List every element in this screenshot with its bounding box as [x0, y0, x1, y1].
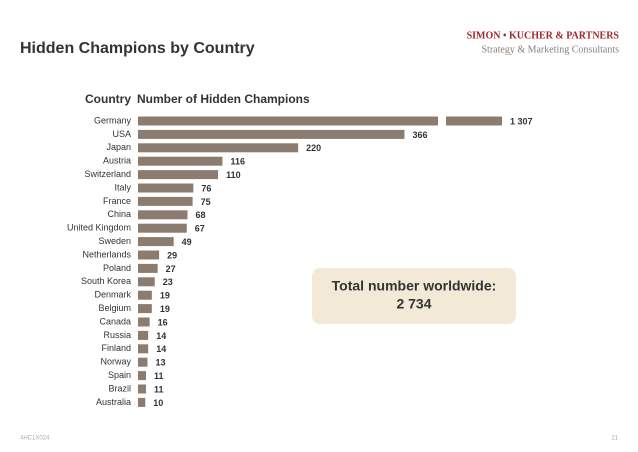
value-label: 75	[201, 197, 211, 207]
category-label: Netherlands	[82, 249, 131, 259]
value-label: 14	[156, 331, 166, 341]
bar	[138, 210, 188, 220]
category-label: Finland	[101, 343, 131, 353]
value-label: 11	[154, 384, 164, 394]
value-label: 76	[201, 183, 211, 193]
value-label: 220	[306, 143, 321, 153]
bar	[138, 250, 160, 260]
footer-code: 4HC1X024	[20, 436, 50, 442]
bar	[138, 183, 194, 193]
category-label: Sweden	[98, 236, 131, 246]
bar	[138, 330, 149, 340]
value-label: 68	[196, 210, 206, 220]
category-label: Brazil	[108, 383, 131, 393]
page-number: 21	[611, 436, 618, 442]
total-value: 2 734	[396, 296, 431, 312]
value-label: 23	[163, 277, 173, 287]
bar	[138, 384, 147, 394]
bar	[138, 223, 187, 233]
category-label: Russia	[103, 330, 131, 340]
category-label: Belgium	[98, 303, 131, 313]
value-label: 19	[160, 291, 170, 301]
bar	[138, 143, 299, 153]
category-label: Germany	[94, 115, 132, 125]
value-label: 14	[156, 344, 166, 354]
category-label: USA	[112, 129, 131, 139]
value-label: 110	[226, 170, 241, 180]
category-label: United Kingdom	[67, 223, 131, 233]
category-label: Canada	[99, 316, 131, 326]
value-label: 67	[195, 224, 205, 234]
value-label: 16	[158, 317, 168, 327]
category-label: Denmark	[94, 290, 131, 300]
value-label: 13	[155, 358, 165, 368]
value-label: 366	[412, 130, 427, 140]
bar	[138, 116, 438, 126]
value-label: 29	[167, 250, 177, 260]
category-label: South Korea	[81, 276, 131, 286]
value-label: 49	[182, 237, 192, 247]
value-label: 19	[160, 304, 170, 314]
bar	[138, 237, 174, 247]
bar	[138, 317, 150, 327]
value-label: 11	[154, 371, 164, 381]
bar	[138, 290, 152, 300]
category-label: China	[107, 209, 131, 219]
bar	[138, 129, 405, 139]
category-label: Norway	[100, 357, 131, 367]
category-label: Italy	[114, 182, 131, 192]
bar	[138, 196, 193, 206]
bar	[138, 277, 155, 287]
bar	[138, 263, 158, 273]
total-box	[312, 268, 516, 324]
value-header: Number of Hidden Champions	[137, 92, 310, 106]
bar	[138, 371, 147, 381]
value-label: 10	[153, 398, 163, 408]
value-label: 27	[166, 264, 176, 274]
category-label: Australia	[96, 397, 131, 407]
category-label: Spain	[108, 370, 131, 380]
value-label: 116	[230, 157, 245, 167]
category-header: Country	[85, 92, 131, 106]
bar	[138, 357, 148, 367]
bar	[446, 116, 502, 126]
bar	[138, 344, 149, 354]
category-label: Austria	[103, 156, 131, 166]
chart-title: Hidden Champions by Country	[20, 40, 255, 57]
company-name: SIMON • KUCHER & PARTNERS	[467, 30, 620, 41]
bar	[138, 397, 146, 407]
value-label: 1 307	[510, 116, 533, 126]
bar	[138, 304, 152, 314]
company-tagline: Strategy & Marketing Consultants	[482, 44, 620, 55]
category-label: Poland	[103, 263, 131, 273]
category-label: France	[103, 196, 131, 206]
bar	[138, 170, 219, 180]
category-label: Japan	[106, 142, 131, 152]
bar	[138, 156, 223, 166]
category-label: Switzerland	[84, 169, 131, 179]
total-title: Total number worldwide:	[332, 278, 497, 294]
